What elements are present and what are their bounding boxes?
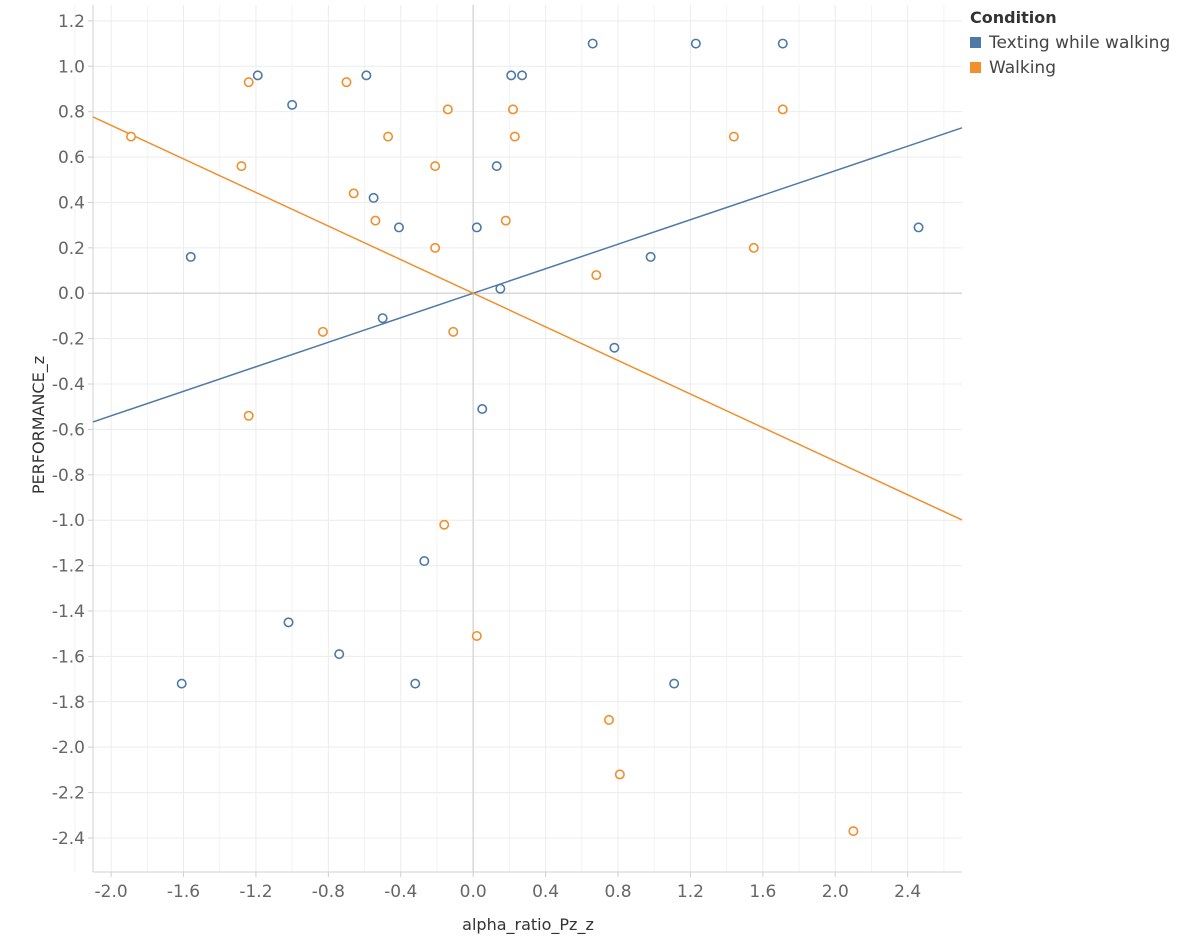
y-tick-label: -1.6 [52, 647, 85, 667]
y-tick-label: -0.6 [52, 420, 85, 440]
y-tick-label: 0.4 [58, 193, 85, 213]
y-tick-label: -0.8 [52, 466, 85, 486]
data-point-texting [609, 342, 620, 353]
data-point-walking [442, 104, 453, 115]
y-axis-title: PERFORMANCE_z [29, 356, 49, 494]
data-point-texting [334, 649, 345, 660]
data-point-walking [614, 769, 625, 780]
data-point-texting [368, 192, 379, 203]
data-point-walking [243, 410, 254, 421]
y-tick-label: 0.8 [58, 103, 85, 123]
data-point-walking [471, 630, 482, 641]
y-tick-label: -2.0 [52, 738, 85, 758]
data-point-texting [587, 38, 598, 49]
y-tick-label: -0.4 [52, 375, 85, 395]
data-point-texting [517, 70, 528, 81]
legend-swatch-walking [970, 62, 981, 73]
data-point-walking [603, 714, 614, 725]
data-point-walking [370, 215, 381, 226]
data-point-texting [419, 556, 430, 567]
trend-line-texting [92, 127, 963, 423]
data-point-texting [287, 99, 298, 110]
x-tick-label: 1.6 [749, 882, 776, 902]
data-point-walking [383, 131, 394, 142]
data-point-walking [348, 188, 359, 199]
legend-item-texting[interactable]: Texting while walking [970, 30, 1170, 55]
data-point-walking [728, 131, 739, 142]
data-point-walking [508, 104, 519, 115]
y-tick-label: 1.2 [58, 12, 85, 32]
x-tick-label: -1.6 [167, 882, 200, 902]
data-point-walking [430, 242, 441, 253]
legend-title: Condition [970, 8, 1057, 27]
x-tick-label: 0.8 [604, 882, 631, 902]
data-point-texting [361, 70, 372, 81]
data-point-texting [185, 251, 196, 262]
data-point-texting [283, 617, 294, 628]
y-tick-label: -1.8 [52, 693, 85, 713]
data-point-walking [236, 161, 247, 172]
x-tick-label: -0.8 [312, 882, 345, 902]
data-point-walking [509, 131, 520, 142]
data-point-walking [848, 826, 859, 837]
tick-labels: -2.0 -1.6 -1.2 -0.8 -0.4 0.0 0.4 0.8 1.2 1.6 2.0 2.… [52, 12, 921, 902]
data-point-walking [448, 326, 459, 337]
data-point-texting [471, 222, 482, 233]
x-tick-label: -2.0 [95, 882, 128, 902]
x-tick-label: -0.4 [384, 882, 417, 902]
trend-lines [92, 116, 963, 521]
trend-line-walking [92, 116, 963, 521]
x-tick-label: 0.0 [460, 882, 487, 902]
x-tick-label: 2.0 [822, 882, 849, 902]
data-points [126, 38, 924, 837]
y-tick-label: -2.4 [52, 829, 85, 849]
y-tick-label: 0.0 [58, 284, 85, 304]
grid [74, 5, 962, 872]
y-tick-label: -1.0 [52, 511, 85, 531]
data-point-texting [491, 161, 502, 172]
legend-item-walking[interactable]: Walking [970, 55, 1170, 80]
x-tick-label: 1.2 [677, 882, 704, 902]
legend-swatch-texting [970, 37, 981, 48]
data-point-texting [252, 70, 263, 81]
x-axis-title: alpha_ratio_Pz_z [462, 915, 594, 935]
legend: Condition Texting while walking Walking [970, 8, 1170, 80]
data-point-walking [591, 270, 602, 281]
data-point-texting [176, 678, 187, 689]
legend-label-walking: Walking [989, 57, 1056, 78]
y-tick-label: -1.2 [52, 557, 85, 577]
data-point-texting [669, 678, 680, 689]
data-point-texting [645, 251, 656, 262]
axes [88, 5, 962, 877]
legend-label-texting: Texting while walking [989, 32, 1171, 53]
y-tick-label: 1.0 [58, 57, 85, 77]
data-point-walking [500, 215, 511, 226]
data-point-texting [393, 222, 404, 233]
data-point-walking [439, 519, 450, 530]
data-point-walking [317, 326, 328, 337]
data-point-texting [410, 678, 421, 689]
y-tick-label: -0.2 [52, 330, 85, 350]
data-point-texting [377, 313, 388, 324]
data-point-walking [748, 242, 759, 253]
data-point-texting [495, 283, 506, 294]
y-tick-label: 0.6 [58, 148, 85, 168]
x-tick-label: 0.4 [532, 882, 559, 902]
data-point-texting [477, 403, 488, 414]
y-tick-label: 0.2 [58, 239, 85, 259]
x-tick-label: -1.2 [239, 882, 272, 902]
data-point-walking [126, 131, 137, 142]
data-point-walking [777, 104, 788, 115]
data-point-texting [913, 222, 924, 233]
data-point-walking [430, 161, 441, 172]
x-tick-label: 2.4 [894, 882, 921, 902]
data-point-walking [243, 77, 254, 88]
y-tick-label: -1.4 [52, 602, 85, 622]
data-point-texting [690, 38, 701, 49]
data-point-texting [506, 70, 517, 81]
y-tick-label: -2.2 [52, 784, 85, 804]
data-point-texting [777, 38, 788, 49]
data-point-walking [341, 77, 352, 88]
